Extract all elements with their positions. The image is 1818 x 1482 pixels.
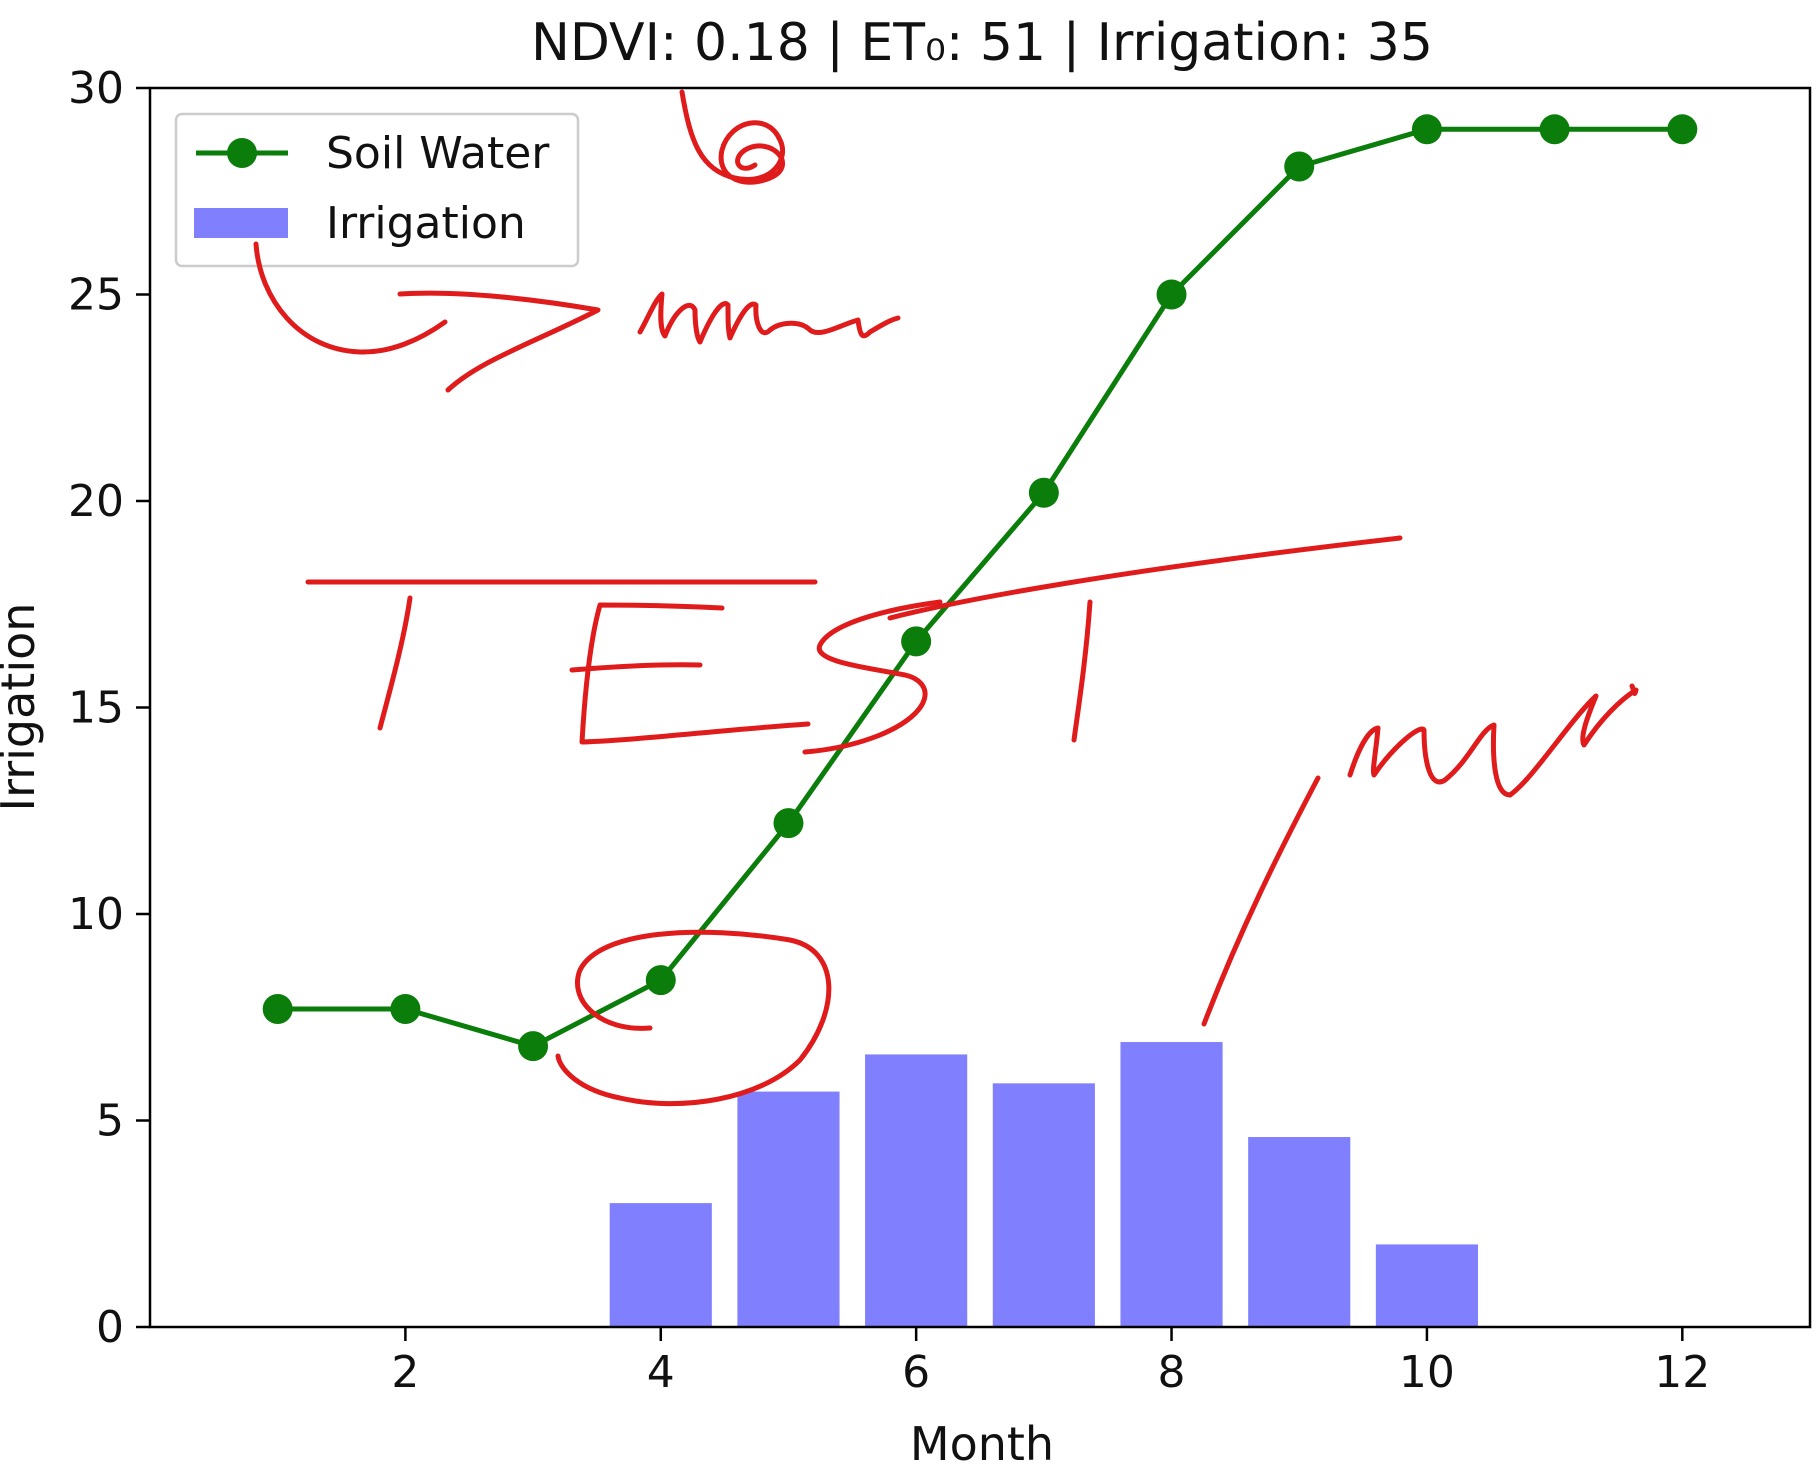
legend: Soil Water Irrigation	[174, 112, 580, 268]
soil-water-point-month-12	[1667, 114, 1698, 145]
zigzag-right	[1347, 683, 1639, 798]
plot-frame	[148, 86, 1812, 1329]
x-axis-ticks: 2 4 6 8 10 12	[391, 1327, 1710, 1398]
soil-water-point-month-7	[1028, 477, 1059, 508]
irrigation-bar-month-10	[1375, 1244, 1478, 1327]
soil-water-line-layer	[262, 114, 1698, 1062]
zigzag-upper	[637, 291, 901, 345]
test-letter-s	[802, 599, 943, 755]
legend-soil-water-marker	[227, 138, 257, 168]
chart-title: NDVI: 0.18 | ET₀: 51 | Irrigation: 35	[531, 13, 1433, 73]
legend-label-soil-water: Soil Water	[326, 128, 550, 179]
test-letter-t-2	[887, 535, 1403, 743]
y-axis-ticks: 0 5 10 15 20 25 30	[68, 63, 150, 1353]
y-tick-label-10: 10	[68, 889, 124, 940]
scribble-top	[679, 89, 786, 185]
legend-irrigation-swatch	[194, 208, 288, 238]
soil-water-point-month-10	[1411, 114, 1442, 145]
y-tick-label-5: 5	[96, 1096, 124, 1147]
test-letter-e	[569, 602, 811, 745]
y-tick-label-30: 30	[68, 63, 124, 114]
soil-water-point-month-1	[262, 993, 293, 1024]
x-tick-label-4: 4	[647, 1347, 675, 1398]
irrigation-bar-month-7	[992, 1083, 1095, 1327]
irrigation-bar-month-8	[1120, 1042, 1223, 1327]
soil-water-point-month-5	[773, 808, 804, 839]
y-axis-title: Irrigation	[0, 603, 45, 812]
soil-water-point-month-6	[901, 626, 932, 657]
x-tick-label-6: 6	[902, 1347, 930, 1398]
x-tick-label-12: 12	[1654, 1347, 1710, 1398]
irrigation-bar-month-6	[865, 1054, 968, 1327]
pointer-line	[1201, 775, 1321, 1027]
x-tick-label-8: 8	[1158, 1347, 1186, 1398]
soil-water-point-month-4	[645, 965, 676, 996]
irrigation-bar-month-5	[737, 1091, 840, 1327]
soil-water-point-month-11	[1539, 114, 1570, 145]
x-axis-title: Month	[910, 1417, 1054, 1471]
irrigation-bar-month-4	[609, 1203, 712, 1327]
soil-water-point-month-3	[518, 1031, 549, 1062]
y-tick-label-0: 0	[96, 1302, 124, 1353]
y-tick-label-15: 15	[68, 683, 124, 734]
legend-label-irrigation: Irrigation	[326, 198, 526, 249]
arrow-head-stroke	[397, 290, 601, 393]
x-tick-label-10: 10	[1399, 1347, 1455, 1398]
x-tick-label-2: 2	[391, 1347, 419, 1398]
soil-water-line	[277, 126, 1683, 1049]
soil-water-point-month-2	[390, 993, 421, 1024]
soil-water-point-month-8	[1156, 279, 1187, 310]
y-tick-label-20: 20	[68, 476, 124, 527]
y-tick-label-25: 25	[68, 270, 124, 321]
irrigation-bar-month-9	[1248, 1137, 1351, 1327]
handwritten-annotations	[253, 89, 1639, 1107]
test-letter-t	[377, 595, 413, 731]
circle-around-point	[555, 929, 832, 1107]
arrow-from-legend	[253, 241, 448, 355]
soil-water-point-month-9	[1284, 151, 1315, 182]
bars-layer	[609, 1042, 1478, 1327]
